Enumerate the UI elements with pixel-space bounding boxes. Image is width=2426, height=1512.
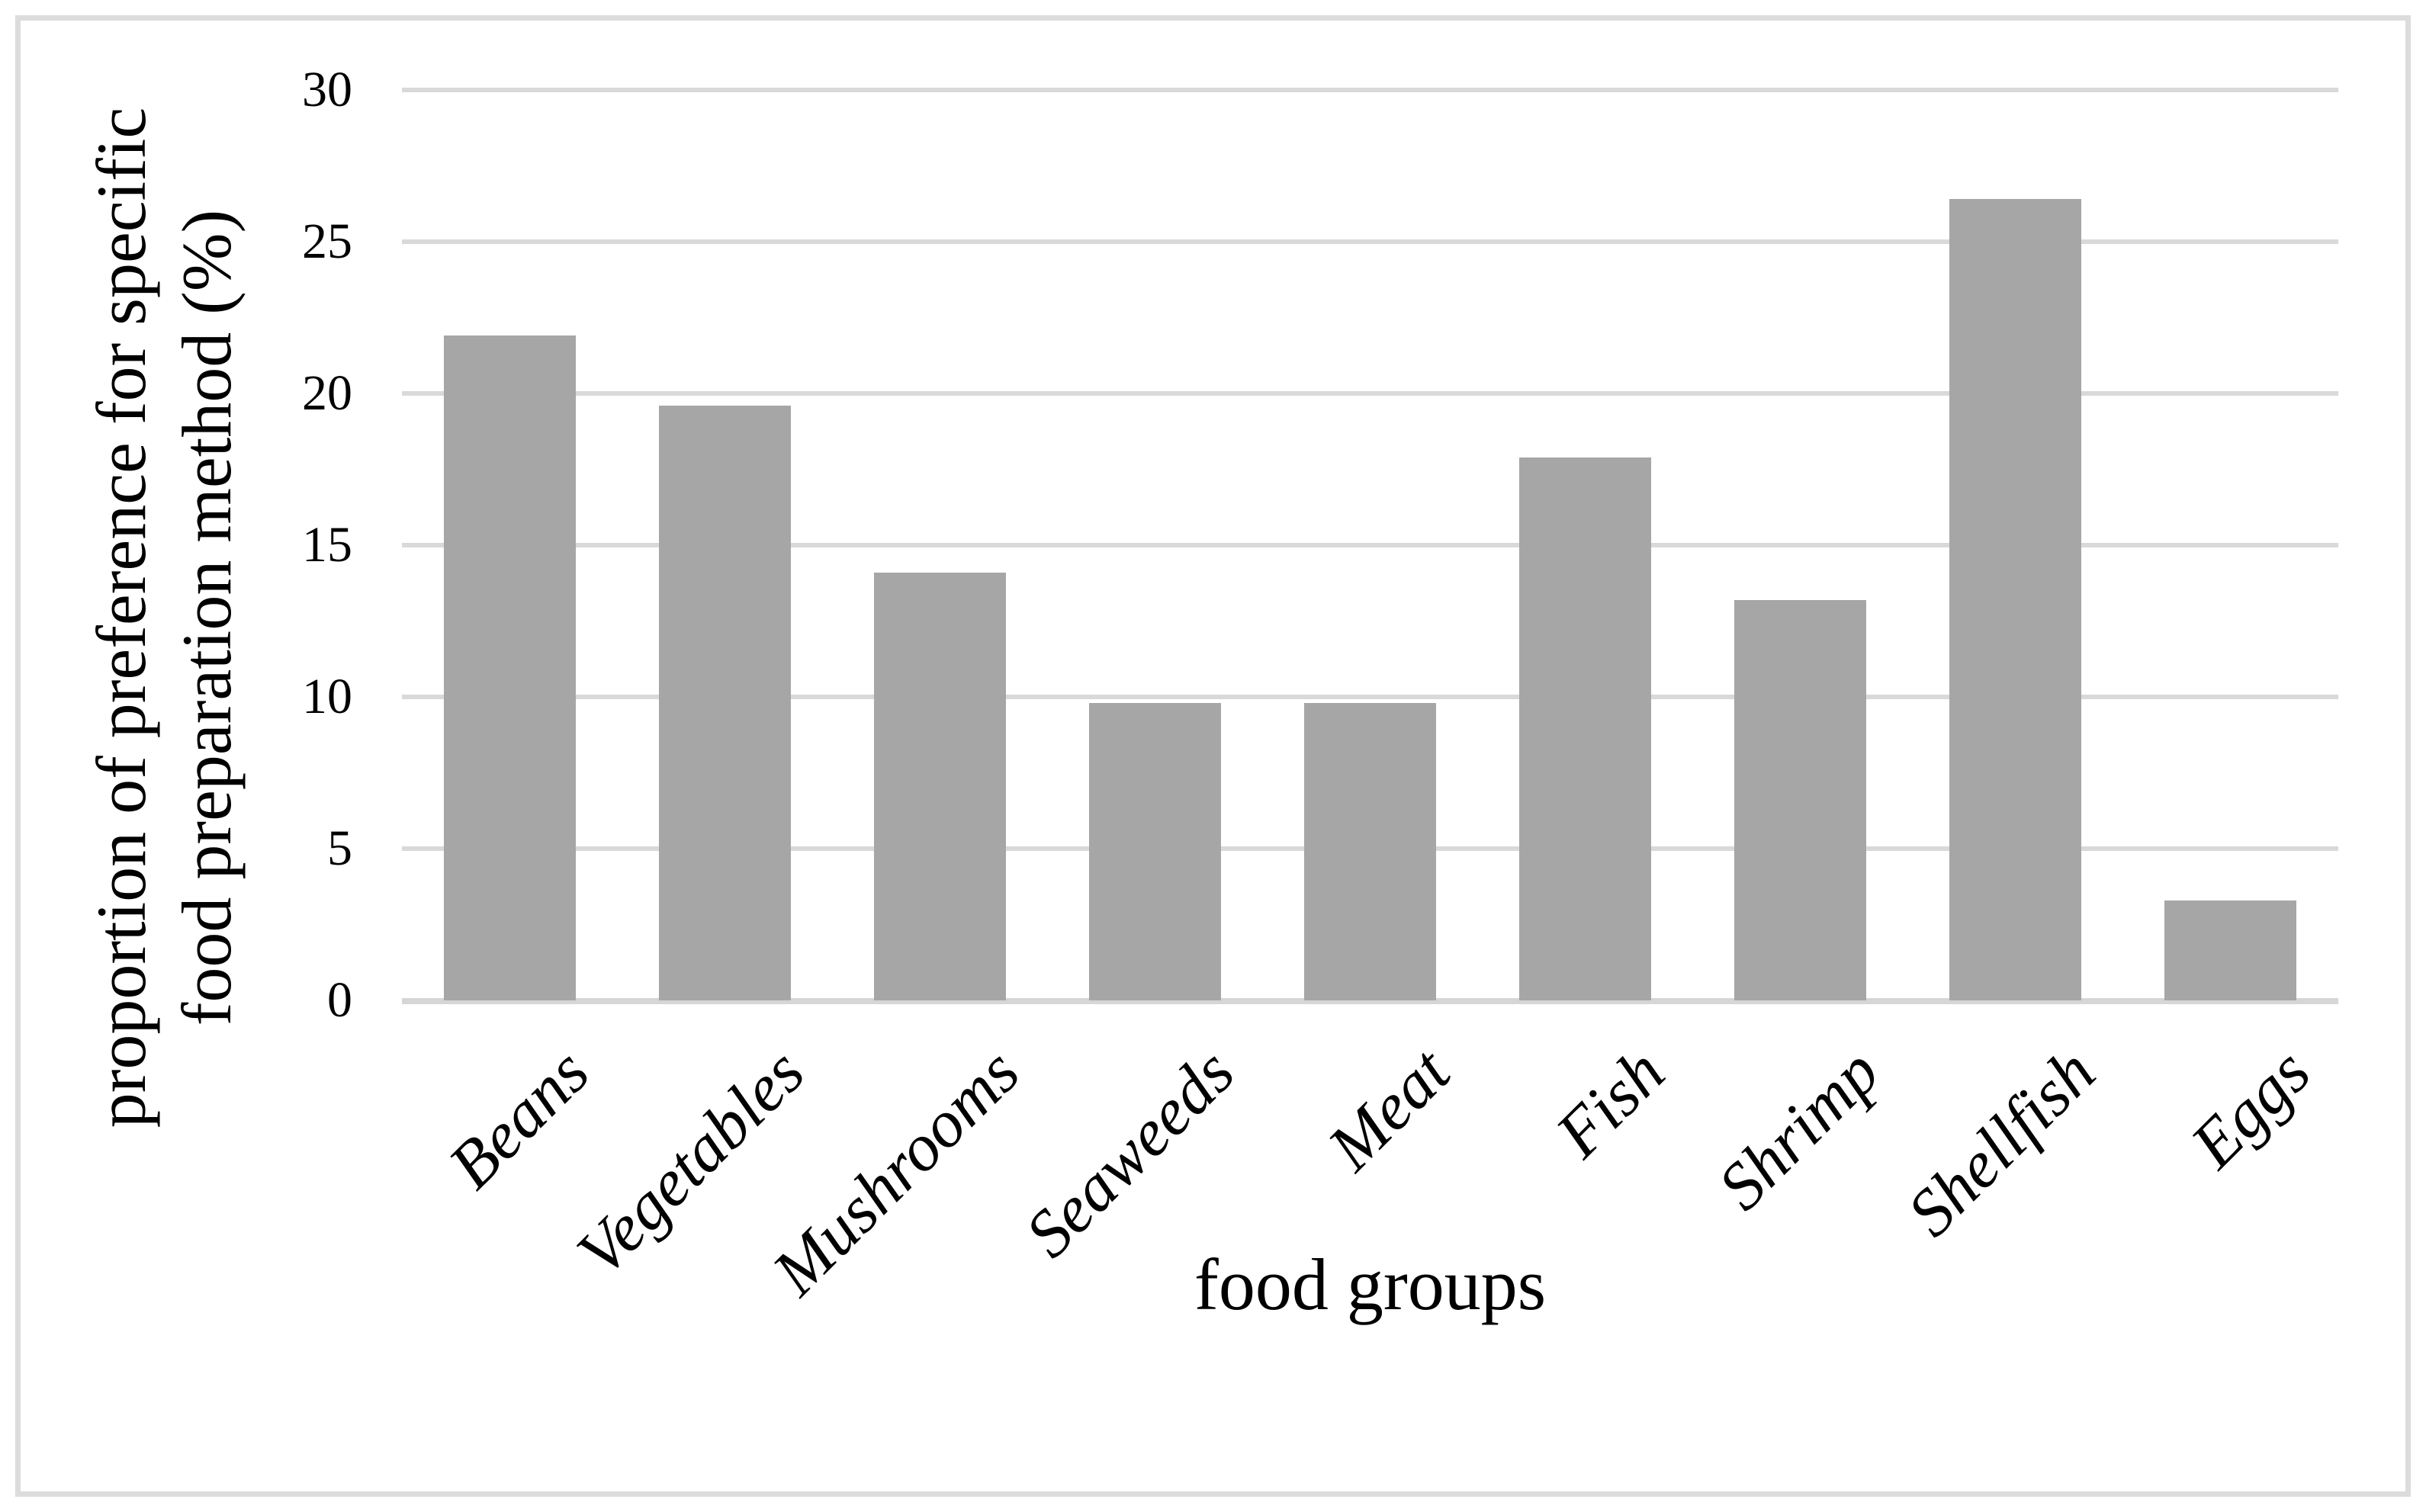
x-category-label-shrimp: Shrimp [1705,1035,1894,1225]
gridline [402,239,2338,244]
bar-fish [1519,457,1651,1000]
gridline [402,543,2338,547]
y-tick-label: 0 [327,972,352,1028]
x-category-label-meat: Meat [1313,1035,1464,1185]
x-category-label-beans: Beans [435,1035,603,1203]
x-category-label-shellfish: Shellfish [1893,1035,2109,1251]
y-tick-label: 10 [302,669,352,724]
y-tick-label: 25 [302,213,352,269]
gridline [402,391,2338,396]
bar-vegetables [659,406,791,1000]
bar-shrimp [1734,600,1866,1000]
bar-shellfish [1949,199,2081,1000]
x-category-label-seaweeds: Seaweeds [1011,1035,1249,1272]
bar-mushrooms [874,573,1006,1000]
x-category-label-eggs: Eggs [2177,1035,2325,1183]
chart-border [15,15,2411,1497]
bar-eggs [2164,900,2296,1000]
y-tick-label: 15 [302,517,352,573]
y-tick-label: 5 [327,820,352,876]
bar-seaweeds [1089,703,1221,1000]
gridline [402,695,2338,699]
x-axis-line [402,998,2338,1004]
x-axis-title: food groups [1194,1244,1547,1325]
x-category-label-fish: Fish [1542,1035,1679,1172]
bar-meat [1304,703,1436,1000]
y-tick-label: 20 [302,365,352,421]
bar-beans [444,335,576,1000]
y-tick-label: 30 [302,62,352,117]
gridline [402,88,2338,92]
